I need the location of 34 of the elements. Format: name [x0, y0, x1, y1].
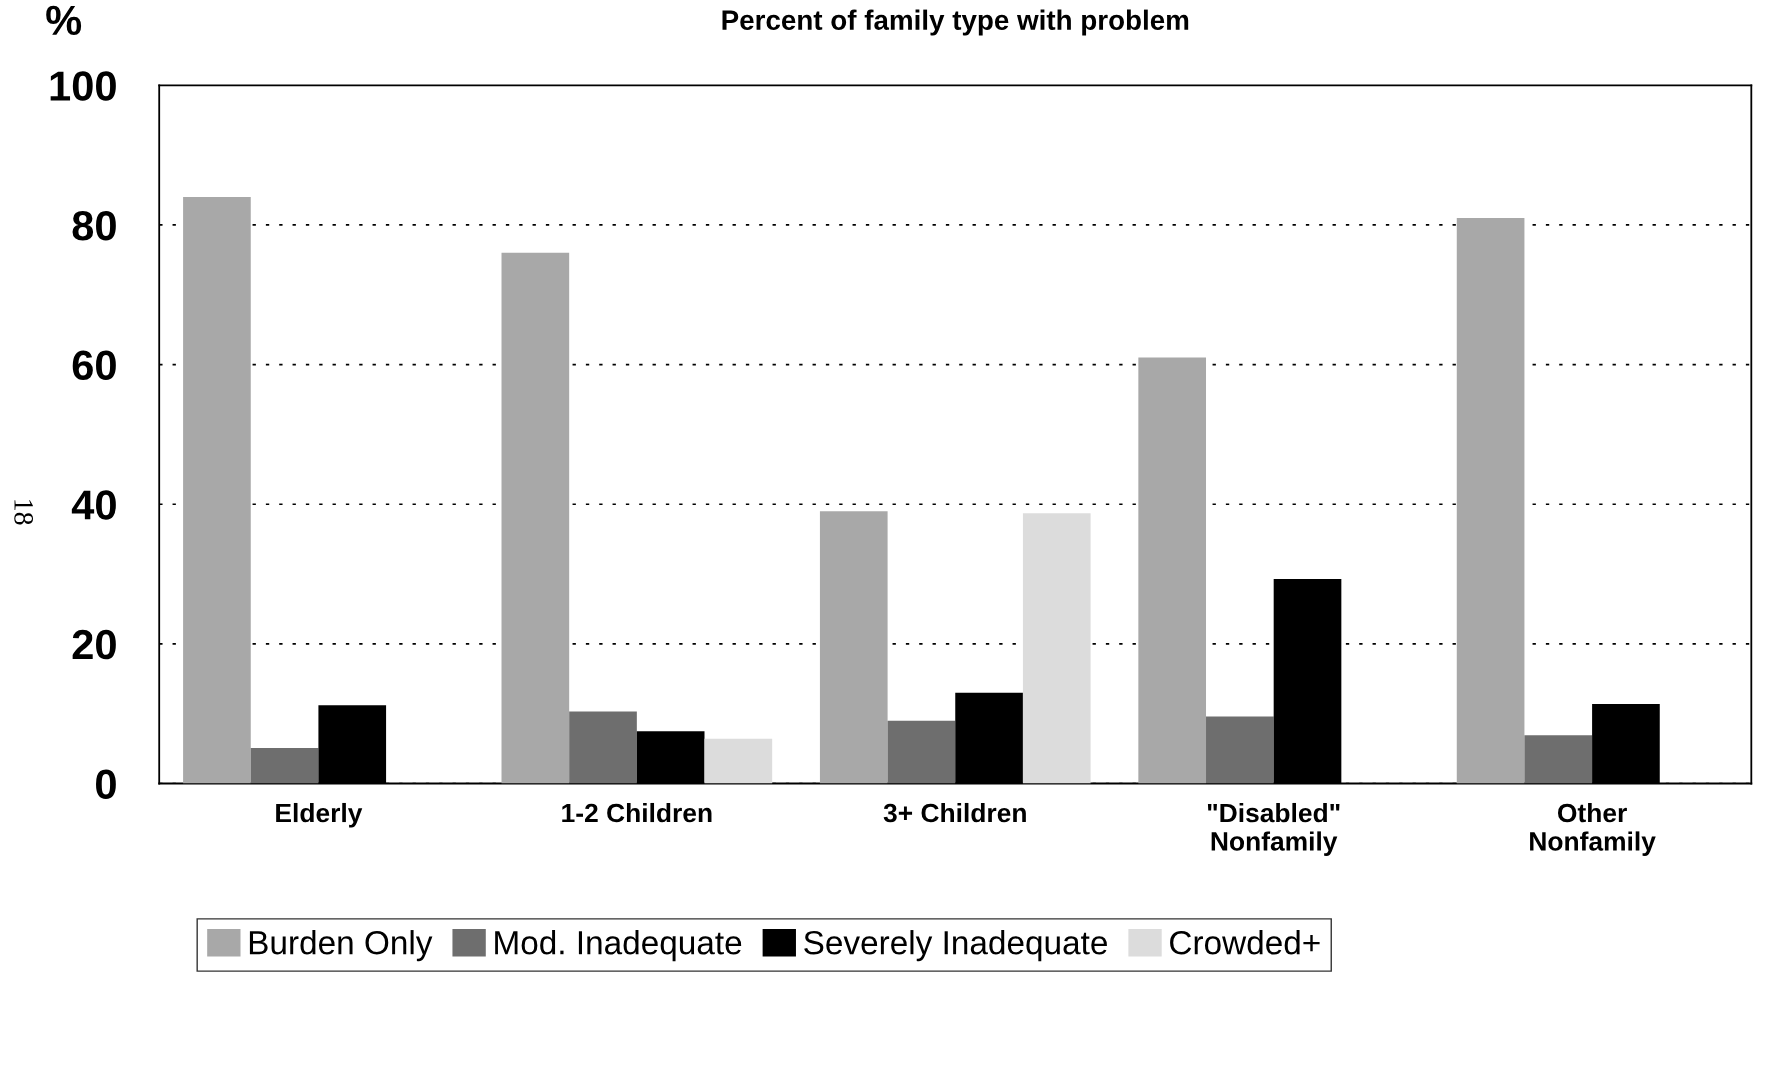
- y-tick-label: 80: [72, 210, 116, 241]
- bar: [955, 692, 1023, 784]
- bar: [250, 747, 319, 784]
- y-tick-label: 100: [50, 71, 116, 101]
- bar: [1206, 716, 1274, 784]
- x-tick-label: Elderly: [276, 802, 363, 828]
- legend-label: Crowded+: [1170, 930, 1320, 955]
- x-tick-label: "Disabled" Nonfamily: [1207, 802, 1340, 856]
- y-tick-label: 20: [72, 629, 116, 660]
- bar: [819, 511, 888, 784]
- y-tick-label: 0: [96, 769, 116, 800]
- x-tick-label: 1-2 Children: [562, 802, 712, 823]
- bar: [887, 720, 956, 784]
- x-tick-label: 3+ Children: [883, 802, 1026, 823]
- bar: [704, 738, 773, 784]
- bar: [636, 731, 705, 784]
- bar: [183, 197, 251, 784]
- bar: [318, 705, 387, 784]
- bar: [1592, 703, 1660, 784]
- y-axis-title: %: [46, 5, 82, 36]
- legend-label: Mod. Inadequate: [495, 930, 742, 962]
- bar: [1022, 513, 1091, 784]
- text: 18: [14, 500, 34, 525]
- bar: [1524, 735, 1593, 784]
- bar: [1456, 217, 1525, 784]
- x-tick-label: Other Nonfamily: [1530, 802, 1656, 856]
- y-tick-label: 60: [72, 350, 116, 381]
- y-tick-label: 40: [71, 490, 116, 520]
- bar: [1273, 578, 1342, 784]
- chart-title: Percent of family type with problem: [722, 9, 1189, 36]
- legend-label: Burden Only: [249, 930, 433, 962]
- bar: [501, 252, 570, 784]
- bar: [569, 711, 637, 784]
- legend-label: Severely Inadequate: [804, 930, 1107, 962]
